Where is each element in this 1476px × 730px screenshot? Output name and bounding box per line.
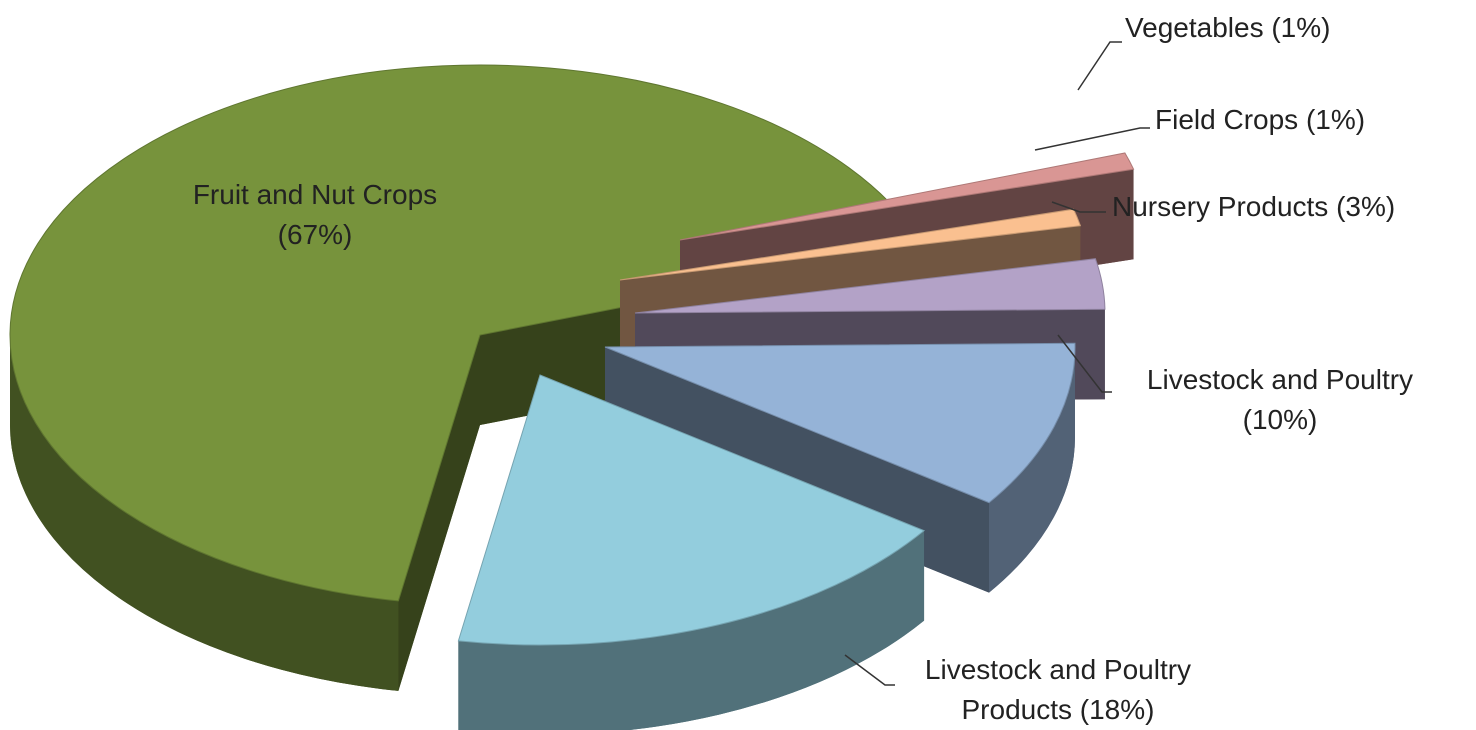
slice-label: Vegetables (1%)	[1125, 8, 1330, 48]
value-label: (10%)	[1242, 404, 1318, 435]
category-name: Field Crops	[1155, 104, 1299, 135]
value-label: (3%)	[1336, 191, 1396, 222]
value-label: (18%)	[1079, 694, 1155, 725]
slice-side	[989, 347, 1075, 593]
category-name: Nursery Products	[1112, 191, 1329, 222]
leader-lines	[844, 41, 1150, 686]
leader-line	[1077, 41, 1122, 91]
leader-line	[844, 654, 895, 686]
leader-line	[1057, 334, 1112, 393]
value-label: (1%)	[1305, 104, 1366, 135]
slice	[9, 64, 926, 602]
slice-label: Field Crops (1%)	[1155, 100, 1365, 140]
slice-side	[10, 335, 399, 691]
category-name: Vegetables	[1125, 12, 1264, 43]
category-name: Fruit and Nut Crops	[192, 179, 438, 210]
slice-label: Livestock and Poultry (10%)	[1110, 360, 1450, 440]
slice	[604, 342, 1076, 504]
slice-side	[458, 530, 925, 730]
value-label: (67%)	[277, 219, 353, 250]
slice-wall	[398, 335, 480, 691]
category-name: Livestock and Poultry	[1146, 364, 1414, 395]
slice-label: Livestock and Poultry Products (18%)	[893, 650, 1223, 730]
value-label: (1%)	[1271, 12, 1331, 43]
category-name: Livestock and Poultry Products	[924, 654, 1192, 725]
slice-label: Nursery Products (3%)	[1112, 187, 1395, 227]
slices	[9, 64, 1135, 730]
slice	[457, 374, 926, 646]
slice	[679, 152, 1135, 241]
slice-label: Fruit and Nut Crops (67%)	[165, 175, 465, 255]
leader-line	[1034, 127, 1150, 151]
leader-line	[1051, 201, 1106, 213]
slice	[634, 258, 1106, 314]
